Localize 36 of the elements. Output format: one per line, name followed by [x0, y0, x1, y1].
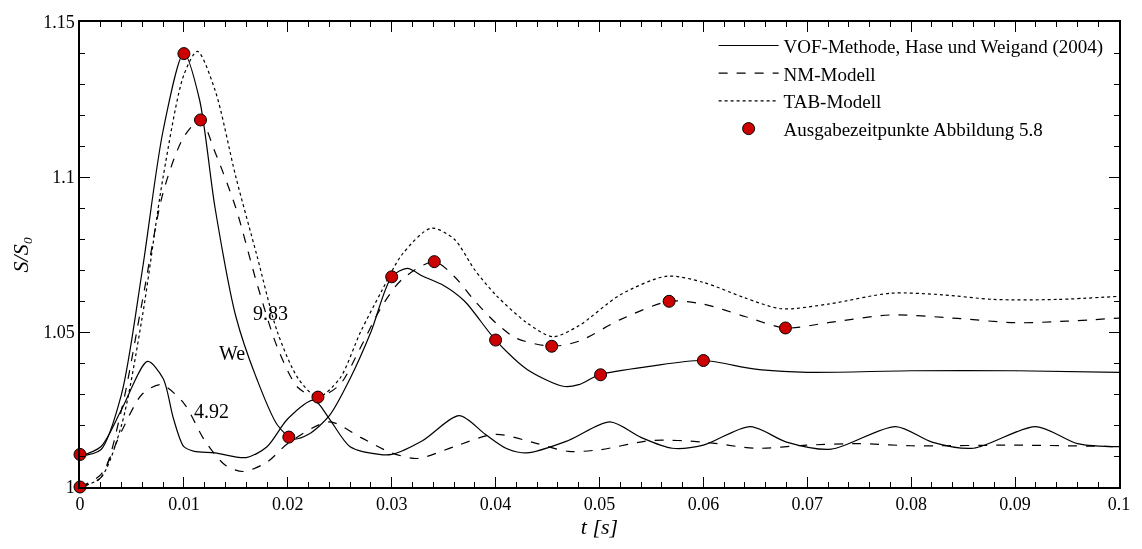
legend-label: VOF-Methode, Hase und Weigand (2004) [783, 35, 1104, 58]
y-tick-label: 1.05 [43, 322, 75, 343]
point [282, 430, 296, 444]
point [545, 339, 559, 353]
point [778, 321, 792, 335]
annotation: 4.92 [194, 400, 229, 422]
point [662, 294, 676, 308]
point [489, 333, 503, 347]
legend-label: Ausgabezeitpunkte Abbildung 5.8 [783, 119, 1043, 141]
x-tick-label: 0.03 [375, 494, 408, 515]
point [696, 354, 710, 368]
x-tick-label: 0.05 [583, 494, 616, 515]
point [427, 255, 441, 269]
point [311, 390, 325, 404]
x-tick-label: 0 [75, 494, 85, 515]
x-tick-label: 0.1 [1107, 494, 1131, 515]
y-axis-title: S/S₀ [8, 236, 34, 273]
y-tick-label: 1 [65, 477, 75, 498]
point [385, 270, 399, 284]
point [177, 47, 191, 61]
point [594, 368, 608, 382]
legend-label: NM-Modell [783, 63, 876, 85]
annotation: 9.83 [253, 302, 288, 324]
point [194, 113, 208, 127]
x-tick-label: 0.02 [272, 494, 304, 515]
x-tick-label: 0.06 [687, 494, 720, 515]
y-tick-label: 1.1 [52, 167, 75, 188]
x-axis-title: t [s] [580, 514, 619, 540]
y-tick-label: 1.15 [43, 12, 75, 33]
x-tick-label: 0.04 [479, 494, 512, 515]
x-tick-label: 0.07 [791, 494, 824, 515]
annotation: We [219, 342, 246, 364]
x-tick-label: 0.01 [168, 494, 200, 515]
legend-label: TAB-Modell [783, 91, 882, 113]
x-tick-label: 0.09 [999, 494, 1031, 515]
x-tick-label: 0.08 [895, 494, 927, 515]
